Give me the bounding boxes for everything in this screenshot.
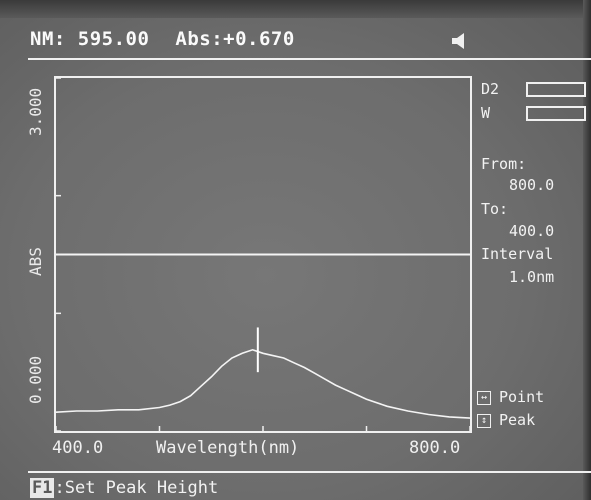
lamp-d2-label: D2 — [481, 80, 500, 98]
bezel-top — [0, 0, 591, 18]
range-from-label: From: — [481, 155, 527, 173]
horizontal-arrows-icon: ↔ — [477, 390, 491, 405]
x-axis-start-label: 400.0 — [52, 438, 104, 458]
status-header: NM: 595.00 Abs:+0.670 — [30, 28, 295, 50]
range-to-label: To: — [481, 200, 509, 218]
function-key-text: :Set Peak Height — [54, 478, 219, 498]
interval-value: 1.0nm — [509, 268, 555, 286]
y-axis-bottom-label: 0.000 — [26, 355, 45, 404]
x-axis-label: Wavelength(nm) — [156, 438, 300, 458]
range-to-value: 400.0 — [509, 222, 555, 240]
x-axis-end-label: 800.0 — [409, 438, 461, 458]
function-key-hint[interactable]: F1:Set Peak Height — [30, 478, 218, 498]
header-divider — [28, 58, 591, 60]
y-axis-top-label: 3.000 — [26, 87, 45, 136]
absorbance-readout: Abs:+0.670 — [175, 28, 295, 50]
interval-label: Interval — [481, 245, 554, 263]
footer-divider — [28, 471, 591, 473]
lamp-w-indicator — [526, 106, 586, 121]
lamp-d2-indicator — [526, 82, 586, 97]
bezel-right — [583, 0, 591, 500]
mode-point-label: Point — [499, 388, 545, 406]
range-from-value: 800.0 — [509, 176, 555, 194]
lamp-w-label: W — [481, 104, 491, 122]
wavelength-readout: NM: 595.00 — [30, 28, 150, 50]
f1-key[interactable]: F1 — [30, 478, 55, 498]
plot-area — [54, 76, 472, 433]
mode-point[interactable]: ↔ Point — [477, 388, 544, 406]
mode-peak[interactable]: ↕ Peak — [477, 411, 535, 429]
vertical-arrows-icon: ↕ — [477, 413, 491, 428]
mode-peak-label: Peak — [499, 411, 536, 429]
speaker-icon — [452, 33, 464, 49]
y-axis-label: ABS — [26, 247, 45, 276]
